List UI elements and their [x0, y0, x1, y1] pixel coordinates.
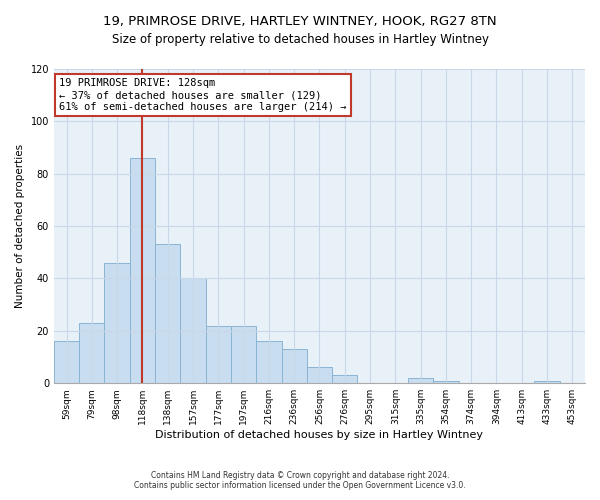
Text: Contains HM Land Registry data © Crown copyright and database right 2024.
Contai: Contains HM Land Registry data © Crown c… [134, 470, 466, 490]
Y-axis label: Number of detached properties: Number of detached properties [15, 144, 25, 308]
Bar [281, 349, 307, 383]
Bar [256, 342, 281, 383]
Bar [104, 263, 130, 383]
Bar [155, 244, 181, 383]
Bar [181, 278, 206, 383]
Bar [408, 378, 433, 383]
Bar [206, 326, 231, 383]
Bar [332, 376, 358, 383]
Text: Size of property relative to detached houses in Hartley Wintney: Size of property relative to detached ho… [112, 32, 488, 46]
Bar [231, 326, 256, 383]
X-axis label: Distribution of detached houses by size in Hartley Wintney: Distribution of detached houses by size … [155, 430, 484, 440]
Bar [130, 158, 155, 383]
Bar [54, 342, 79, 383]
Bar [535, 380, 560, 383]
Bar [79, 323, 104, 383]
Text: 19 PRIMROSE DRIVE: 128sqm
← 37% of detached houses are smaller (129)
61% of semi: 19 PRIMROSE DRIVE: 128sqm ← 37% of detac… [59, 78, 347, 112]
Bar [433, 380, 458, 383]
Bar [307, 368, 332, 383]
Text: 19, PRIMROSE DRIVE, HARTLEY WINTNEY, HOOK, RG27 8TN: 19, PRIMROSE DRIVE, HARTLEY WINTNEY, HOO… [103, 15, 497, 28]
